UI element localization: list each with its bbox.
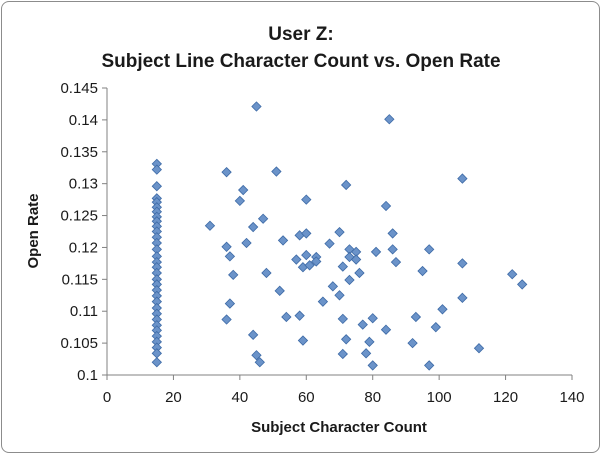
chart-title-line-1: User Z: [268, 24, 333, 45]
data-point [360, 348, 372, 359]
data-point [364, 336, 375, 348]
y-tick-label: 0.13 [69, 176, 98, 193]
y-tick-label: 0.135 [60, 144, 98, 161]
chart-title-line-2: Subject Line Character Count vs. Open Ra… [101, 51, 500, 72]
y-tick-label: 0.145 [60, 80, 98, 97]
data-point [224, 251, 236, 262]
data-point [291, 254, 302, 265]
data-point [357, 319, 368, 330]
axis-ticks: 0 20 40 60 80 100 120 140 0.1 0.105 0.11 0.115 0.12 0… [60, 80, 584, 406]
data-point [221, 167, 232, 178]
data-point [337, 313, 348, 325]
data-point [224, 298, 236, 309]
data-point [370, 246, 382, 258]
x-tick-label: 120 [493, 389, 518, 406]
data-point [151, 348, 162, 359]
data-point [334, 226, 345, 238]
data-point [311, 256, 322, 267]
data-point [304, 260, 315, 271]
data-point [151, 164, 162, 175]
data-point [301, 194, 312, 205]
data-point [254, 357, 265, 368]
data-point [151, 357, 162, 368]
data-point [340, 334, 352, 345]
data-point [380, 200, 392, 212]
data-point [247, 329, 259, 340]
data-point [324, 238, 335, 249]
data-point [238, 184, 249, 196]
data-point [380, 324, 392, 335]
data-point [507, 269, 518, 280]
data-point [354, 267, 365, 279]
y-tick-label: 0.12 [69, 239, 98, 256]
data-point [430, 322, 441, 333]
data-point [221, 241, 232, 252]
data-point [274, 285, 285, 296]
data-point [251, 101, 262, 112]
data-point [317, 296, 329, 307]
data-point [294, 310, 305, 321]
y-tick-label: 0.14 [69, 112, 98, 129]
data-point [281, 311, 292, 323]
data-point [367, 360, 378, 371]
data-point [387, 228, 398, 239]
x-tick-label: 100 [427, 389, 452, 406]
y-tick-label: 0.11 [70, 303, 98, 320]
data-point [457, 292, 468, 303]
data-point [457, 173, 468, 184]
data-point [337, 348, 348, 360]
y-tick-label: 0.105 [60, 335, 98, 352]
y-tick-label: 0.125 [60, 208, 98, 225]
x-tick-label: 60 [298, 389, 315, 406]
data-point [327, 281, 339, 292]
x-tick-label: 140 [559, 389, 584, 406]
data-point [337, 261, 348, 272]
x-axis-title: Subject Character Count [251, 419, 427, 436]
y-axis-title: Open Rate [25, 193, 42, 268]
y-tick-label: 0.115 [62, 271, 98, 288]
data-point [151, 181, 162, 192]
data-point [301, 228, 312, 239]
data-point [221, 314, 232, 325]
data-points [151, 101, 528, 371]
data-point [261, 267, 272, 279]
data-point [271, 166, 282, 177]
data-point [334, 290, 345, 301]
data-point [277, 235, 289, 246]
data-point [457, 258, 468, 269]
data-point [297, 335, 309, 346]
data-point [301, 249, 312, 261]
data-point [234, 195, 246, 207]
x-tick-label: 40 [232, 389, 249, 406]
data-point [247, 221, 259, 233]
data-point [384, 114, 395, 125]
data-point [257, 213, 269, 224]
data-point [387, 244, 398, 255]
x-tick-label: 0 [103, 389, 111, 406]
x-tick-label: 80 [364, 389, 381, 406]
data-point [424, 244, 435, 255]
data-point [241, 237, 252, 249]
data-point [204, 220, 216, 231]
data-point [424, 360, 435, 371]
data-point [517, 279, 528, 290]
data-point [367, 313, 378, 324]
data-point [251, 350, 262, 361]
data-point [473, 343, 485, 354]
data-point [407, 337, 418, 349]
data-point [437, 304, 448, 315]
data-point [344, 274, 355, 286]
x-tick-label: 20 [165, 389, 182, 406]
y-tick-label: 0.1 [77, 367, 98, 384]
data-point [390, 256, 402, 268]
data-point [228, 269, 239, 281]
data-point [340, 179, 352, 191]
data-point [410, 311, 422, 323]
data-point [417, 265, 428, 277]
data-point [350, 254, 362, 265]
